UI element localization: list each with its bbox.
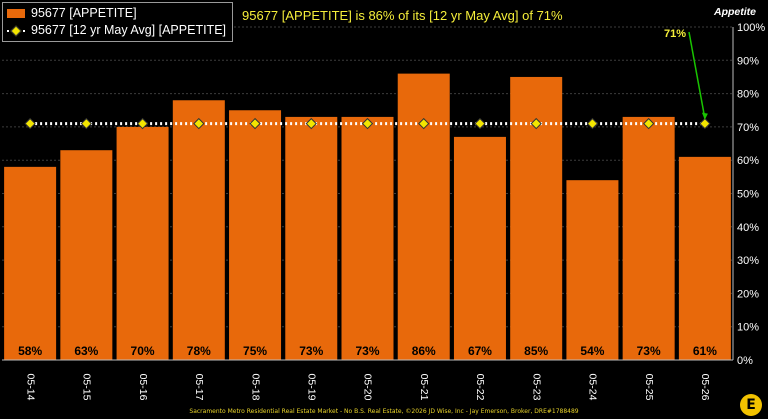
y-tick-label: 0% — [737, 355, 753, 367]
bar — [60, 150, 113, 360]
avg-marker — [305, 117, 317, 130]
y-tick-label: 70% — [737, 122, 759, 134]
avg-marker — [530, 117, 542, 130]
avg-marker — [249, 117, 261, 130]
bar-data-label: 78% — [187, 344, 211, 358]
avg-marker — [642, 117, 655, 130]
bar-data-label: 86% — [412, 344, 436, 358]
x-tick-label: 05-14 — [24, 374, 36, 401]
x-tick-label: 05-15 — [81, 374, 93, 401]
avg-marker — [474, 117, 486, 130]
chart-title: 95677 [APPETITE] is 86% of its [12 yr Ma… — [242, 8, 563, 23]
annotation-arrowhead — [701, 112, 708, 120]
bar — [172, 100, 225, 360]
bar — [622, 116, 675, 360]
x-tick-label: 05-19 — [305, 374, 317, 401]
footer-credit: Sacramento Metro Residential Real Estate… — [189, 408, 579, 415]
bar-data-label: 73% — [299, 344, 323, 358]
x-tick-label: 05-20 — [362, 374, 374, 401]
y-tick-label: 10% — [737, 322, 759, 334]
y-tick-label: 50% — [737, 189, 759, 201]
y-tick-label: 80% — [737, 89, 759, 101]
bar-data-label: 54% — [580, 344, 604, 358]
bar — [397, 73, 450, 361]
avg-marker — [586, 117, 599, 130]
avg-marker — [418, 117, 430, 130]
chart-legend: 95677 [APPETITE] 95677 [12 yr May Avg] [… — [2, 2, 234, 42]
x-tick-label: 05-25 — [643, 374, 655, 401]
legend-item-appetite: 95677 [APPETITE] — [7, 5, 226, 22]
avg-marker — [136, 117, 149, 130]
x-tick-label: 05-23 — [530, 374, 542, 401]
brand-logo: E — [740, 394, 762, 416]
avg-marker — [361, 117, 374, 130]
bar-data-label: 73% — [637, 344, 661, 358]
bar-data-label: 75% — [243, 344, 267, 358]
avg-marker — [699, 117, 711, 130]
bar-data-label: 61% — [693, 344, 717, 358]
y-axis-title: Appetite — [714, 6, 756, 18]
y-tick-label: 20% — [737, 288, 759, 300]
legend-swatch-bar — [7, 9, 25, 18]
avg-marker — [24, 117, 36, 130]
bar — [341, 116, 394, 360]
bar — [4, 166, 57, 360]
bar — [285, 116, 338, 360]
bar — [229, 110, 282, 360]
y-tick-label: 100% — [737, 22, 765, 34]
bar-data-label: 73% — [355, 344, 379, 358]
x-tick-label: 05-26 — [699, 374, 711, 401]
legend-item-avg: 95677 [12 yr May Avg] [APPETITE] — [7, 22, 226, 39]
x-tick-label: 05-21 — [418, 374, 430, 401]
y-tick-label: 30% — [737, 255, 759, 267]
x-tick-label: 05-22 — [474, 374, 486, 401]
bar — [453, 136, 506, 360]
y-tick-label: 40% — [737, 222, 759, 234]
annotation-label: 71% — [664, 28, 686, 40]
legend-label-appetite: 95677 [APPETITE] — [31, 6, 137, 20]
bar — [678, 156, 731, 360]
x-tick-label: 05-24 — [587, 374, 599, 401]
legend-swatch-line — [7, 24, 25, 37]
avg-marker — [193, 117, 205, 130]
annotation-arrow — [688, 31, 706, 119]
x-tick-label: 05-16 — [137, 374, 149, 401]
bar — [116, 126, 169, 361]
legend-label-avg: 95677 [12 yr May Avg] [APPETITE] — [31, 23, 227, 37]
bar-data-label: 70% — [131, 344, 155, 358]
y-tick-label: 90% — [737, 55, 759, 67]
bar-data-label: 63% — [74, 344, 98, 358]
x-tick-label: 05-18 — [249, 374, 261, 401]
bar — [566, 180, 619, 360]
bar-data-label: 58% — [18, 344, 42, 358]
y-tick-label: 60% — [737, 155, 759, 167]
bar-data-label: 67% — [468, 344, 492, 358]
avg-marker — [80, 117, 93, 130]
x-tick-label: 05-17 — [193, 374, 205, 401]
bar-data-label: 85% — [524, 344, 548, 358]
